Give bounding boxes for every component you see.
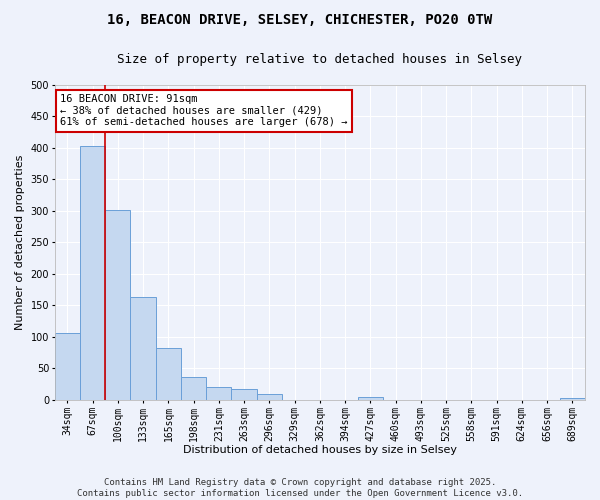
Bar [130,297,156,400]
X-axis label: Distribution of detached houses by size in Selsey: Distribution of detached houses by size … [183,445,457,455]
Bar [232,388,257,400]
Bar [55,332,80,400]
Text: 16 BEACON DRIVE: 91sqm
← 38% of detached houses are smaller (429)
61% of semi-de: 16 BEACON DRIVE: 91sqm ← 38% of detached… [60,94,347,128]
Bar [181,376,206,400]
Bar [156,348,181,400]
Title: Size of property relative to detached houses in Selsey: Size of property relative to detached ho… [118,52,523,66]
Bar [560,398,585,400]
Bar [105,210,130,400]
Bar [358,397,383,400]
Bar [206,388,232,400]
Bar [257,394,282,400]
Text: 16, BEACON DRIVE, SELSEY, CHICHESTER, PO20 0TW: 16, BEACON DRIVE, SELSEY, CHICHESTER, PO… [107,12,493,26]
Y-axis label: Number of detached properties: Number of detached properties [15,154,25,330]
Bar [80,146,105,400]
Text: Contains HM Land Registry data © Crown copyright and database right 2025.
Contai: Contains HM Land Registry data © Crown c… [77,478,523,498]
